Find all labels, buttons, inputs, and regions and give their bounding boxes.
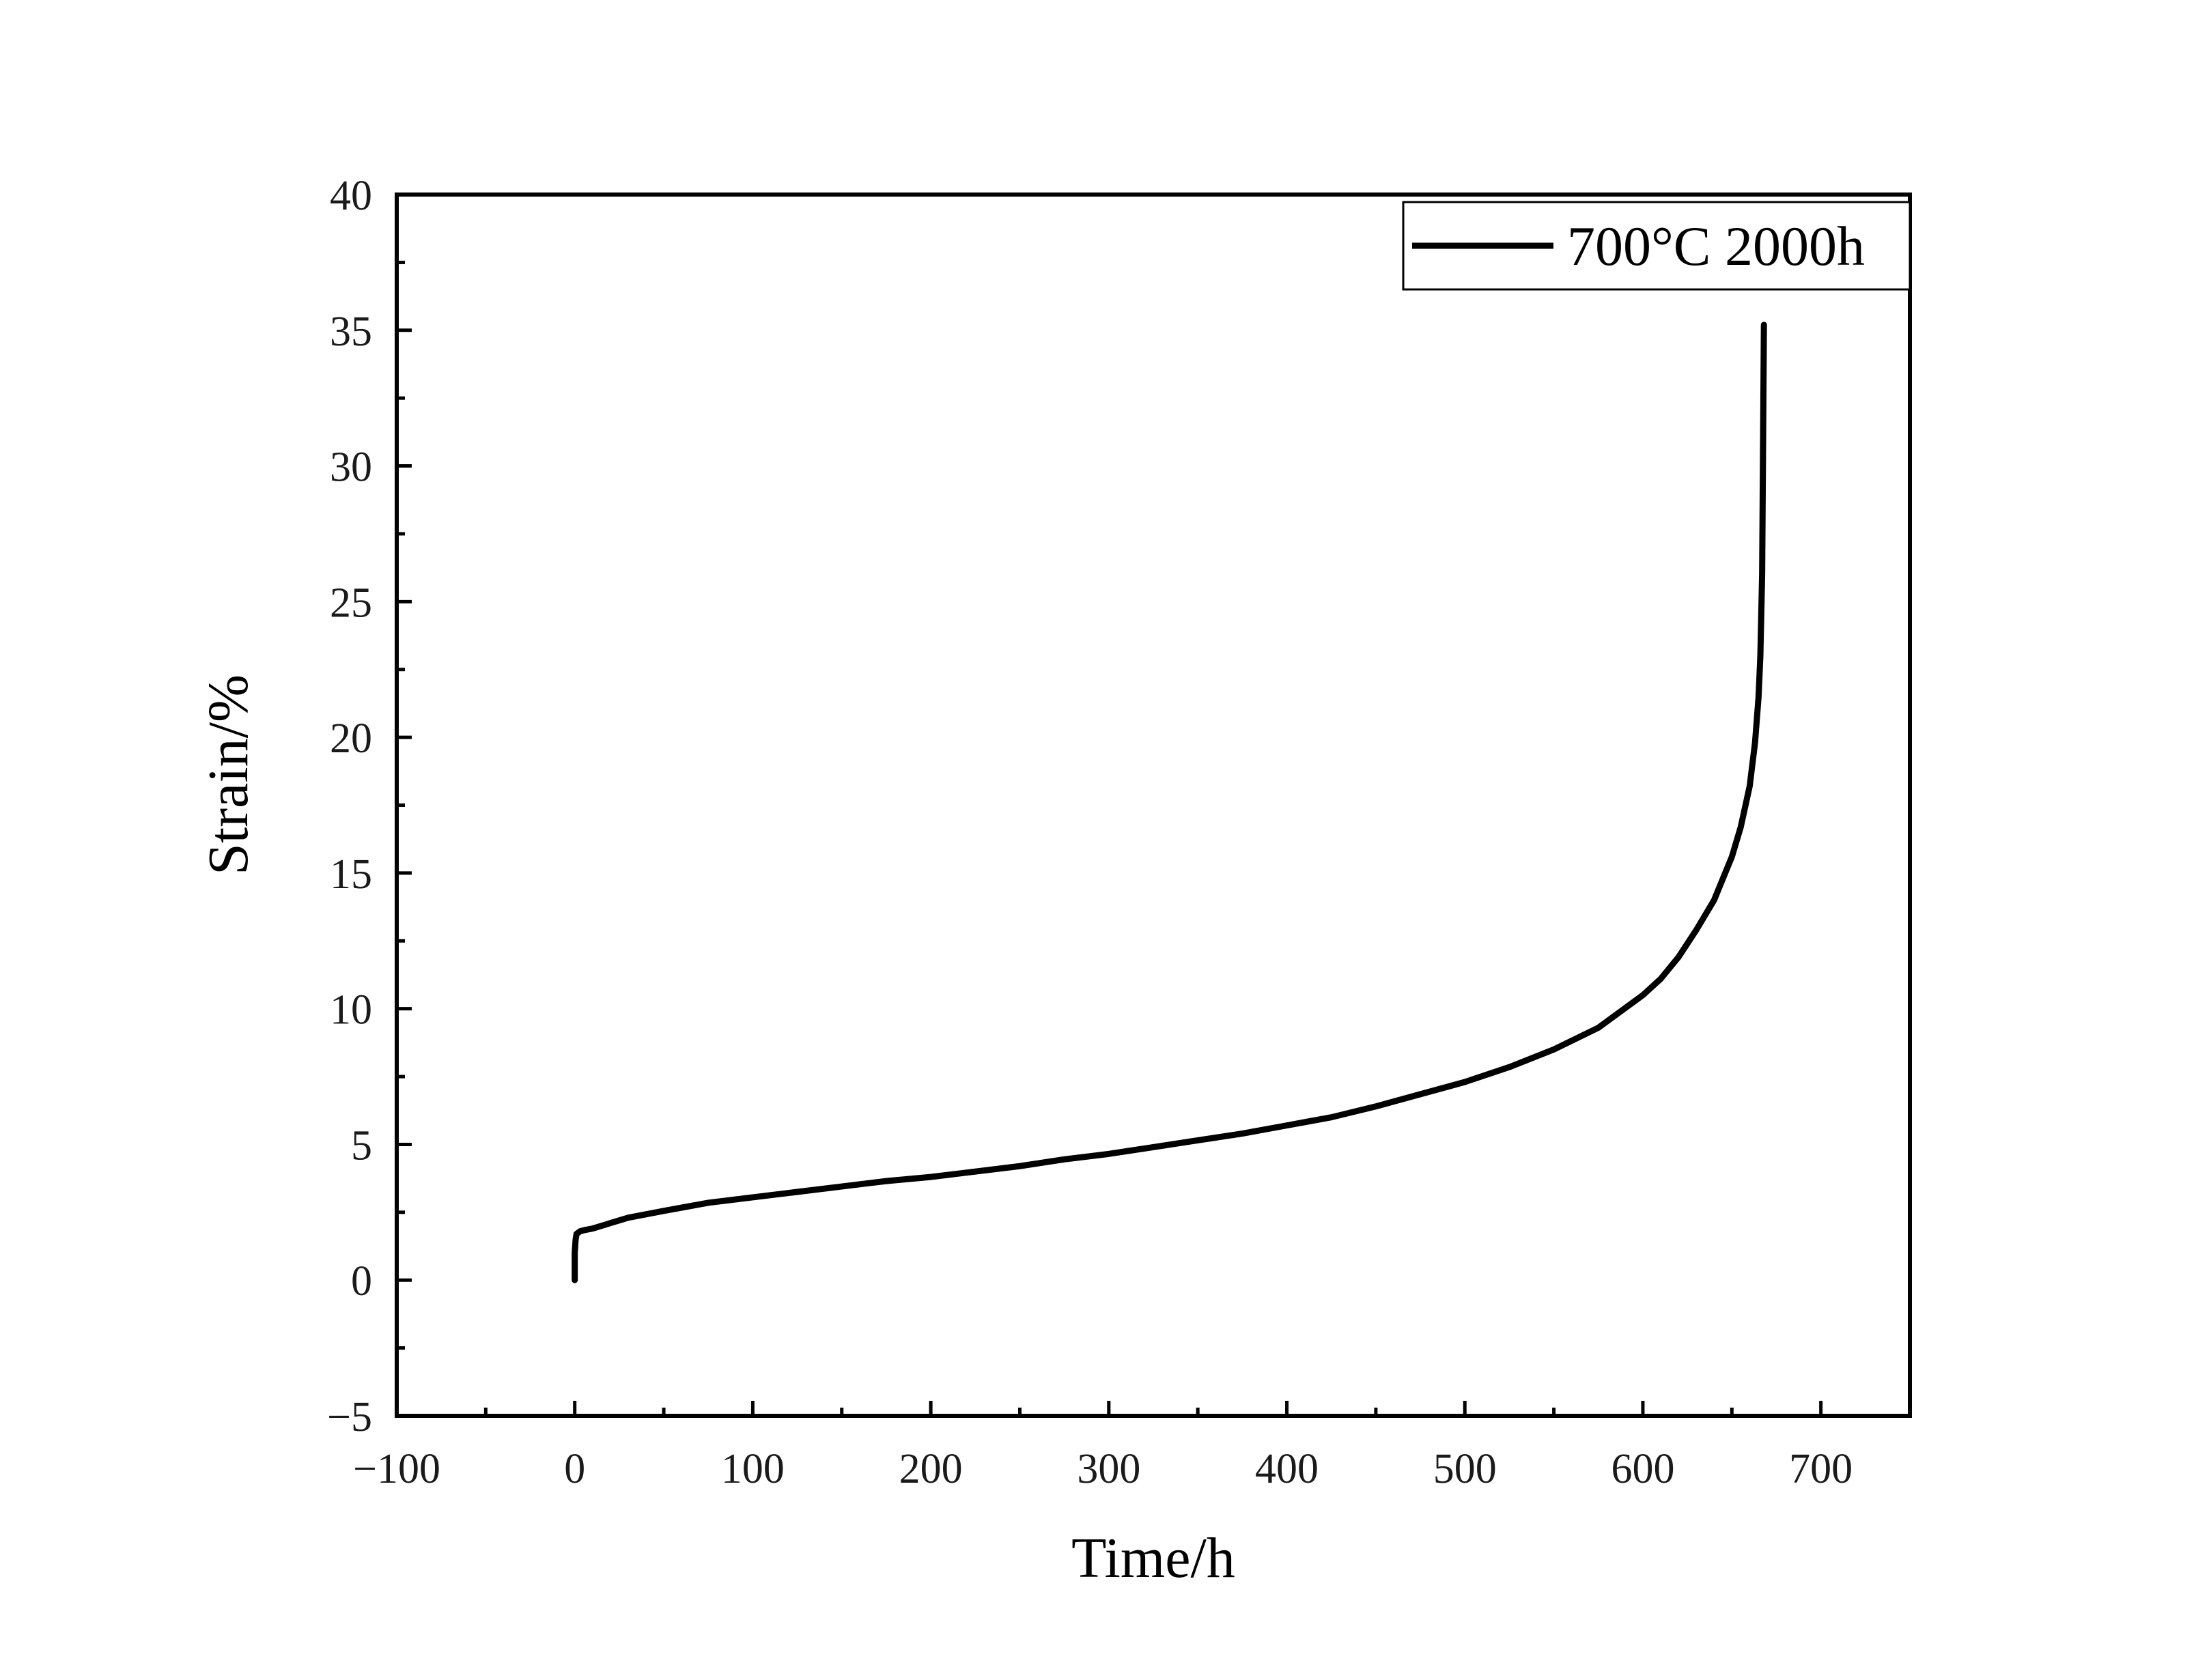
x-tick-label: 700 — [1789, 1446, 1853, 1492]
plot-frame — [395, 193, 1912, 1418]
y-tick-label: 15 — [330, 851, 372, 898]
x-tick-label: 600 — [1611, 1446, 1674, 1492]
y-tick-label: 5 — [351, 1122, 372, 1169]
x-tick-label: 100 — [721, 1446, 785, 1492]
tick-labels-layer: −100 0 100 200 300 400 500 600 700 −5 0 5 10 15 20 25 30… — [327, 173, 1853, 1492]
y-tick-label: 25 — [330, 580, 372, 626]
x-axis-title: Time/h — [1071, 1526, 1235, 1590]
y-tick-label: 30 — [330, 444, 372, 491]
y-axis-title: Strain/% — [197, 674, 260, 875]
x-tick-label: 200 — [899, 1446, 963, 1492]
y-tick-label: 40 — [330, 173, 372, 219]
x-tick-label: 300 — [1077, 1446, 1140, 1492]
y-tick-label: 10 — [330, 987, 372, 1034]
x-tick-label: 400 — [1255, 1446, 1319, 1492]
legend-label: 700°C 2000h — [1567, 215, 1865, 277]
y-tick-label: 20 — [330, 715, 372, 762]
y-tick-label: −5 — [327, 1394, 372, 1440]
x-tick-label: 0 — [564, 1446, 585, 1492]
x-tick-label: −100 — [353, 1446, 440, 1492]
y-tick-label: 35 — [330, 309, 372, 355]
x-tick-label: 500 — [1433, 1446, 1497, 1492]
series-layer — [572, 322, 1767, 1283]
y-tick-label: 0 — [351, 1258, 372, 1305]
legend: 700°C 2000h — [1402, 201, 1911, 291]
series-line — [572, 322, 1767, 1283]
